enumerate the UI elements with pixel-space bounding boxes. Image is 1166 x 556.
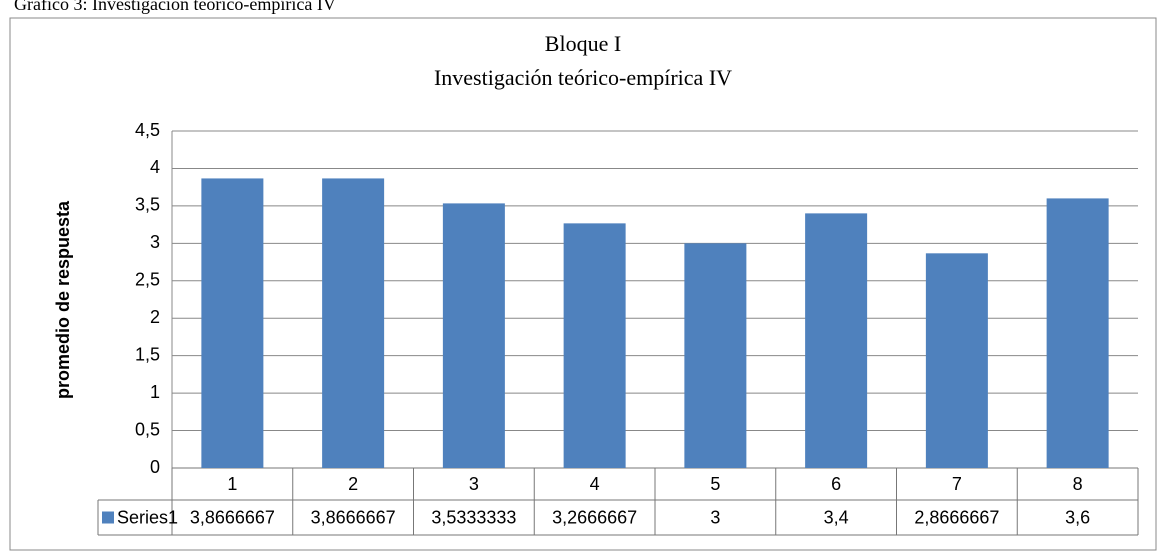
bar <box>684 243 747 468</box>
bar <box>201 178 264 468</box>
chart-subtitle: Investigación teórico-empírica IV <box>434 65 732 90</box>
x-tick-label: 2 <box>348 474 358 494</box>
y-tick-label: 1 <box>150 382 160 402</box>
x-tick-label: 6 <box>831 474 841 494</box>
y-tick-label: 1,5 <box>135 344 160 364</box>
bar <box>925 253 988 468</box>
bar <box>322 178 385 468</box>
y-tick-label: 3 <box>150 232 160 252</box>
y-tick-label: 0,5 <box>135 419 160 439</box>
table-value: 3 <box>710 507 720 527</box>
table-value: 3,4 <box>824 507 849 527</box>
x-tick-label: 5 <box>710 474 720 494</box>
x-tick-label: 8 <box>1073 474 1083 494</box>
x-tick-label: 1 <box>227 474 237 494</box>
caption: Gráfico 3: Investigación teórico-empíric… <box>14 0 336 14</box>
legend-label: Series1 <box>117 507 178 527</box>
y-tick-label: 3,5 <box>135 195 160 215</box>
x-tick-label: 7 <box>952 474 962 494</box>
y-axis-label: promedio de respuesta <box>53 200 73 399</box>
table-value: 2,8666667 <box>914 507 999 527</box>
y-tick-label: 2,5 <box>135 270 160 290</box>
bar <box>1046 198 1109 468</box>
bar <box>563 223 626 468</box>
table-value: 3,2666667 <box>552 507 637 527</box>
y-tick-label: 0 <box>150 457 160 477</box>
y-tick-label: 4,5 <box>135 120 160 140</box>
table-value: 3,8666667 <box>311 507 396 527</box>
bar <box>442 203 505 469</box>
y-tick-label: 2 <box>150 307 160 327</box>
y-tick-label: 4 <box>150 157 160 177</box>
table-value: 3,5333333 <box>431 507 516 527</box>
x-tick-label: 3 <box>469 474 479 494</box>
legend-swatch <box>102 511 114 524</box>
table-value: 3,6 <box>1065 507 1090 527</box>
table-value: 3,8666667 <box>190 507 275 527</box>
chart-title: Bloque I <box>545 31 621 56</box>
bar <box>805 213 868 468</box>
x-tick-label: 4 <box>590 474 600 494</box>
chart-border <box>9 17 1157 551</box>
